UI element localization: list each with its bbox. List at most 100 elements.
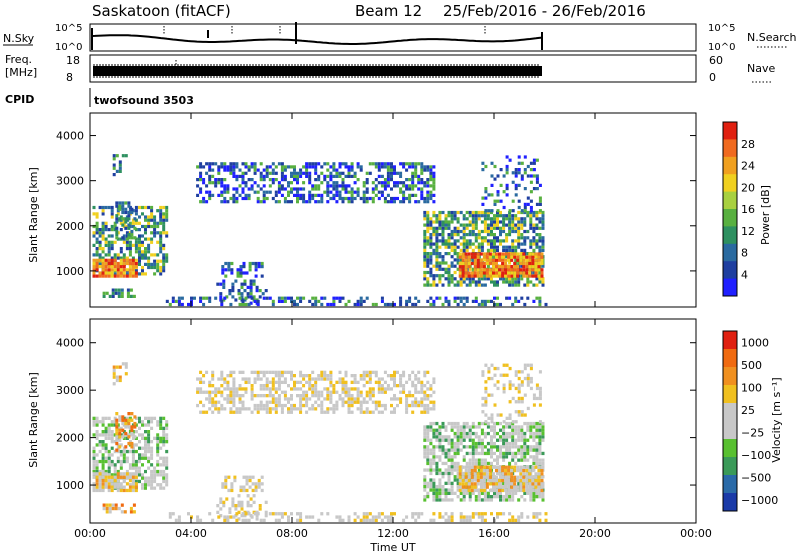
heatmap-cell bbox=[480, 448, 484, 452]
heatmap-cell bbox=[447, 280, 451, 284]
heatmap-cell bbox=[138, 440, 141, 444]
heatmap-cell bbox=[271, 178, 275, 182]
heatmap-cell bbox=[326, 190, 330, 194]
heatmap-cell bbox=[127, 210, 131, 215]
heatmap-cell bbox=[438, 214, 442, 218]
heatmap-cell bbox=[241, 196, 245, 201]
heatmap-cell bbox=[447, 220, 451, 224]
heatmap-cell bbox=[134, 472, 138, 476]
heatmap-cell bbox=[499, 220, 502, 224]
heatmap-cell bbox=[474, 214, 478, 218]
heatmap-cell bbox=[414, 397, 418, 401]
heatmap-cell bbox=[217, 390, 221, 394]
heatmap-cell bbox=[165, 215, 169, 219]
heatmap-cell bbox=[501, 258, 505, 262]
heatmap-cell bbox=[223, 387, 227, 391]
heatmap-cell bbox=[525, 258, 529, 262]
cpid-value: twofsound 3503 bbox=[94, 94, 194, 107]
heatmap-cell bbox=[235, 190, 239, 194]
heatmap-cell bbox=[456, 478, 460, 482]
heatmap-cell bbox=[125, 258, 129, 262]
heatmap-cell bbox=[496, 220, 499, 224]
heatmap-cell bbox=[423, 245, 427, 249]
heatmap-cell bbox=[274, 370, 278, 374]
heatmap-cell bbox=[538, 420, 542, 424]
heatmap-cell bbox=[462, 226, 466, 230]
heatmap-cell bbox=[243, 514, 247, 518]
heatmap-cell bbox=[408, 374, 412, 378]
heatmap-cell bbox=[271, 299, 275, 303]
heatmap-cell bbox=[302, 200, 306, 204]
heatmap-cell bbox=[116, 459, 120, 464]
heatmap-cell bbox=[254, 268, 258, 272]
colorbar-segment bbox=[723, 385, 737, 404]
heatmap-cell bbox=[526, 196, 530, 200]
heatmap-cell bbox=[119, 250, 123, 254]
heatmap-cell bbox=[107, 466, 111, 470]
heatmap-cell bbox=[514, 518, 518, 522]
heatmap-cell bbox=[365, 190, 369, 194]
heatmap-cell bbox=[329, 196, 333, 201]
heatmap-cell bbox=[280, 174, 284, 178]
heatmap-cell bbox=[211, 162, 215, 166]
heatmap-cell bbox=[232, 394, 236, 398]
heatmap-cell bbox=[380, 165, 384, 169]
heatmap-cell bbox=[520, 428, 524, 432]
heatmap-cell bbox=[262, 370, 266, 374]
heatmap-cell bbox=[511, 214, 515, 218]
heatmap-cell bbox=[127, 233, 131, 237]
heatmap-cell bbox=[502, 280, 506, 284]
x-tick-label: 08:00 bbox=[276, 527, 308, 540]
heatmap-cell bbox=[338, 377, 342, 381]
heatmap-cell bbox=[526, 252, 530, 256]
heatmap-cell bbox=[240, 282, 244, 286]
heatmap-cell bbox=[257, 485, 261, 489]
heatmap-cell bbox=[492, 258, 495, 262]
heatmap-cell bbox=[541, 428, 545, 432]
heatmap-cell bbox=[471, 455, 475, 459]
heatmap-cell bbox=[483, 491, 487, 495]
heatmap-cell bbox=[429, 267, 433, 271]
heatmap-cell bbox=[122, 268, 126, 272]
heatmap-cell bbox=[133, 421, 137, 426]
heatmap-cell bbox=[371, 515, 375, 519]
heatmap-cell bbox=[490, 226, 493, 230]
heatmap-cell bbox=[227, 265, 231, 269]
heatmap-cell bbox=[471, 242, 475, 246]
heatmap-cell bbox=[423, 270, 427, 275]
heatmap-cell bbox=[280, 171, 284, 175]
heatmap-cell bbox=[296, 181, 299, 185]
heatmap-cell bbox=[520, 177, 524, 181]
heatmap-cell bbox=[390, 410, 393, 414]
heatmap-cell bbox=[444, 491, 448, 495]
heatmap-cell bbox=[495, 468, 498, 473]
heatmap-cell bbox=[371, 302, 375, 307]
heatmap-cell bbox=[341, 390, 345, 394]
heatmap-cell bbox=[314, 162, 318, 166]
heatmap-cell bbox=[517, 299, 521, 303]
heatmap-cell bbox=[438, 498, 442, 502]
heatmap-cell bbox=[510, 482, 514, 486]
heatmap-cell bbox=[332, 296, 336, 300]
heatmap-cell bbox=[365, 407, 369, 411]
heatmap-cell bbox=[510, 258, 514, 262]
heatmap-cell bbox=[222, 285, 226, 289]
heatmap-cell bbox=[205, 390, 209, 394]
heatmap-cell bbox=[290, 171, 293, 175]
heatmap-cell bbox=[456, 465, 460, 469]
heatmap-cell bbox=[231, 285, 235, 289]
heatmap-cell bbox=[417, 377, 421, 381]
heatmap-cell bbox=[426, 461, 430, 466]
heatmap-cell bbox=[305, 380, 309, 384]
heatmap-cell bbox=[411, 400, 415, 404]
heatmap-cell bbox=[488, 274, 492, 278]
heatmap-cell bbox=[116, 268, 120, 272]
heatmap-cell bbox=[128, 240, 132, 244]
heatmap-cell bbox=[107, 449, 111, 454]
heatmap-cell bbox=[423, 431, 427, 436]
heatmap-cell bbox=[435, 431, 439, 436]
heatmap-cell bbox=[426, 428, 430, 432]
heatmap-cell bbox=[122, 240, 126, 244]
heatmap-cell bbox=[499, 233, 502, 237]
heatmap-cell bbox=[393, 171, 396, 175]
